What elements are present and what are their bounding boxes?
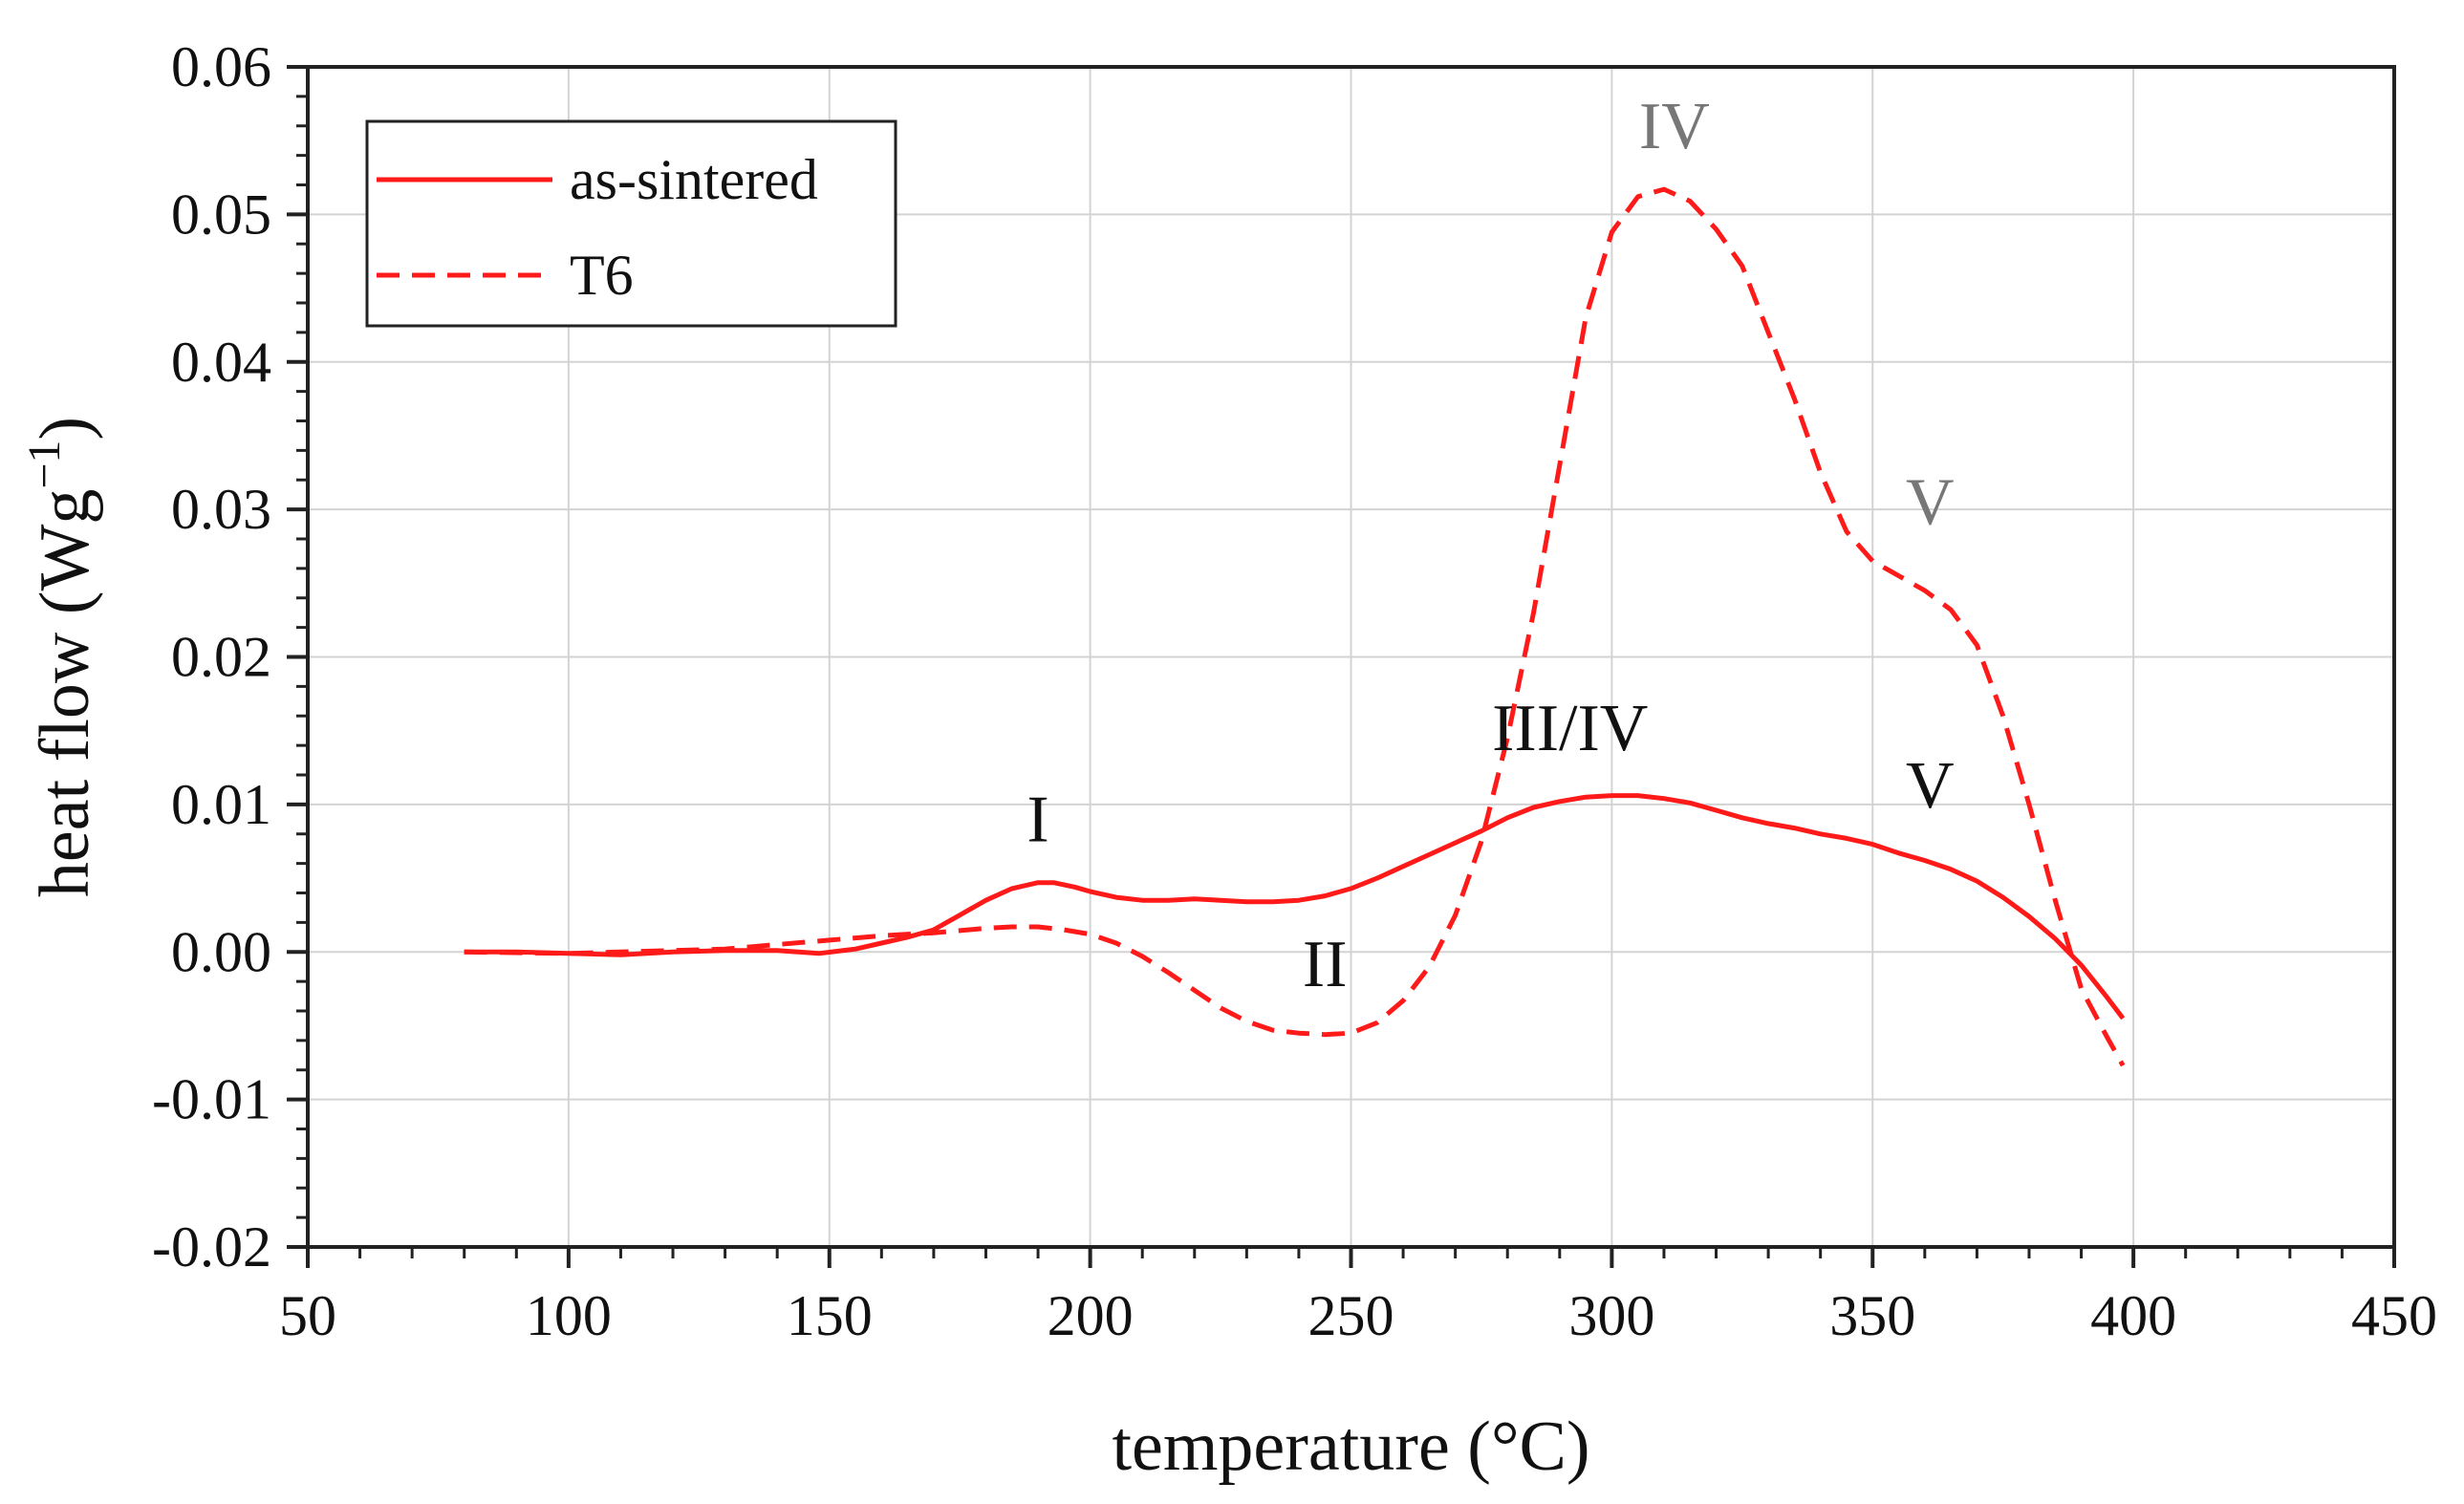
legend: as-sintered T6: [365, 119, 897, 328]
y-tick-label: -0.02: [152, 1215, 271, 1278]
y-axis-title-main: heat flow (Wg: [26, 489, 104, 897]
y-tick-label: 0.06: [171, 35, 271, 98]
x-axis-title: temperature (°C): [1112, 1407, 1589, 1486]
series-line-as-sintered: [464, 793, 2126, 1021]
y-tick-label: 0.04: [171, 331, 271, 394]
y-tick-label: 0.02: [171, 626, 271, 689]
axis-ticks: [287, 65, 2396, 1268]
x-tick-label: 300: [1568, 1284, 1654, 1347]
x-tick-labels: 50 100 150 200 250 300 350 400 450: [279, 1284, 2437, 1347]
y-tick-label: 0.00: [171, 920, 271, 983]
legend-label-t6: T6: [570, 244, 634, 307]
y-tick-label: 0.03: [171, 478, 271, 541]
peak-label: IV: [1639, 90, 1710, 163]
series-layer: [464, 186, 2126, 1067]
y-axis-title: heat flow (Wg−1): [19, 417, 104, 897]
grid: [308, 67, 2394, 1247]
y-axis-title-superscript: −1: [19, 440, 70, 489]
x-tick-label: 50: [279, 1284, 336, 1347]
peak-label: II: [1303, 928, 1348, 1001]
x-tick-label: 100: [526, 1284, 612, 1347]
x-tick-label: 400: [2090, 1284, 2176, 1347]
peak-label: I: [1027, 783, 1048, 856]
series-line-t6: [464, 186, 2126, 1067]
y-tick-label: 0.01: [171, 773, 271, 836]
x-tick-label: 150: [787, 1284, 873, 1347]
y-tick-label: -0.01: [152, 1068, 271, 1131]
legend-box: [365, 119, 897, 328]
y-tick-label: 0.05: [171, 183, 271, 246]
peak-label: III/IV: [1492, 692, 1648, 765]
y-tick-labels: -0.02 -0.01 0.00 0.01 0.02 0.03 0.04 0.05 0.06: [152, 35, 271, 1278]
x-tick-label: 350: [1829, 1284, 1915, 1347]
x-tick-label: 250: [1308, 1284, 1394, 1347]
x-tick-label: 450: [2351, 1284, 2437, 1347]
x-tick-label: 200: [1048, 1284, 1134, 1347]
legend-label-as-sintered: as-sintered: [570, 148, 818, 211]
y-axis-title-close: ): [26, 417, 104, 440]
peak-label: V: [1906, 466, 1955, 540]
peak-label: V: [1906, 749, 1955, 823]
